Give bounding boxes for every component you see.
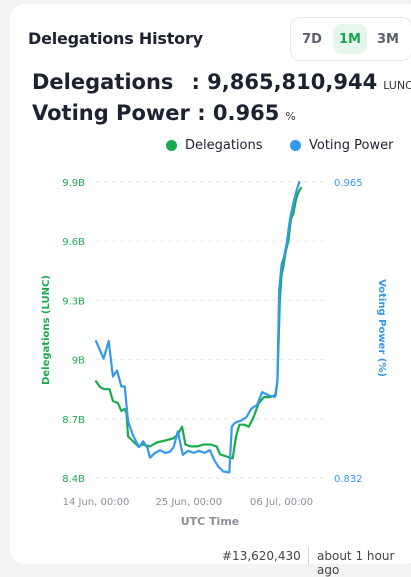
delegations-legend-dot xyxy=(166,140,177,151)
voting-power-stat: Voting Power : 0.965% xyxy=(32,101,296,125)
card-title: Delegations History xyxy=(28,29,203,48)
voting-power-stat-unit: % xyxy=(285,110,296,123)
range-3m-button[interactable]: 3M xyxy=(377,31,399,47)
range-selector: 7D 1M 3M xyxy=(290,17,411,61)
block-number[interactable]: #13,620,430 xyxy=(222,549,301,563)
delegations-history-card: Delegations History 7D 1M 3M Delegations… xyxy=(10,4,411,577)
range-1m-button[interactable]: 1M xyxy=(333,24,367,54)
footer-divider xyxy=(308,547,309,565)
legend-label-voting-power: Voting Power xyxy=(309,138,394,153)
delegations-stat-label: Delegations xyxy=(32,70,174,94)
legend-item-delegations[interactable]: Delegations xyxy=(166,138,263,153)
range-7d-button[interactable]: 7D xyxy=(302,31,322,47)
last-updated: about 1 hour ago xyxy=(317,549,395,577)
voting-power-stat-value: 0.965 xyxy=(212,101,280,125)
legend-label-delegations: Delegations xyxy=(185,138,263,153)
delegations-stat: Delegations : 9,865,810,944 LUNC xyxy=(32,70,411,94)
voting-power-legend-dot xyxy=(290,140,301,151)
legend-item-voting-power[interactable]: Voting Power xyxy=(290,138,393,153)
delegations-stat-unit: LUNC xyxy=(383,79,411,92)
voting-power-stat-label: Voting Power : xyxy=(32,101,206,125)
delegations-stat-value: : 9,865,810,944 xyxy=(191,70,378,94)
